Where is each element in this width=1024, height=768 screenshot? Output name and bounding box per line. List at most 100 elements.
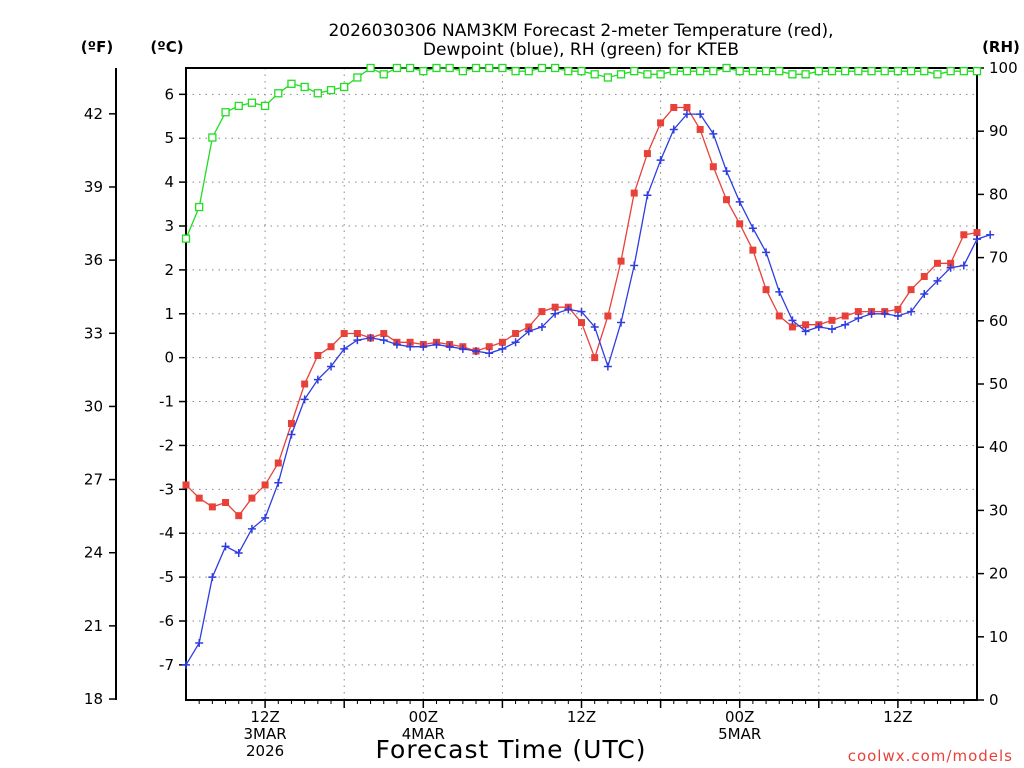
rh-point [920, 67, 929, 76]
gridlines [186, 68, 977, 700]
rh-point [550, 63, 560, 73]
temperature-point [235, 512, 243, 520]
dewpoint-point [537, 322, 546, 331]
temperature-point [802, 321, 810, 329]
rh-tick-label: 0 [989, 691, 999, 709]
temperature-point [709, 163, 717, 171]
dewpoint-point [893, 311, 902, 320]
dewpoint-point [801, 327, 810, 336]
dewpoint-point [182, 660, 190, 669]
rh-point [300, 82, 309, 92]
dewpoint-point [300, 395, 309, 404]
dewpoint-point [630, 261, 639, 270]
fahrenheit-tick-label: 39 [84, 178, 103, 196]
dewpoint-point [656, 156, 665, 165]
rh-tick-label: 80 [989, 185, 1008, 203]
unit-fahrenheit: (ºF) [81, 38, 113, 56]
dewpoint-point [696, 110, 705, 119]
dewpoint-point [643, 191, 652, 200]
dewpoint-point [485, 349, 494, 358]
rh-point [946, 67, 955, 76]
temperature-point [643, 150, 651, 158]
rh-tick-label: 20 [989, 565, 1008, 583]
temperature-point [907, 286, 915, 294]
dewpoint-point [221, 542, 230, 551]
rh-point [445, 63, 454, 73]
temperature-point [657, 119, 665, 127]
rh-point [313, 89, 322, 98]
rh-point [788, 70, 797, 79]
fahrenheit-tick-label: 30 [84, 397, 103, 415]
rh-point [801, 70, 810, 79]
x-tick-label: 12Z [883, 708, 912, 726]
dewpoint-line [185, 113, 991, 666]
temperature-point [327, 343, 335, 351]
rh-point [221, 108, 230, 117]
temperature-point [723, 196, 731, 204]
rh-point [696, 67, 705, 76]
rh-tick-label: 50 [989, 375, 1008, 393]
x-tick-label: 5MAR [718, 725, 761, 743]
dewpoint-point [327, 362, 336, 371]
celsius-tick-label: -5 [159, 568, 174, 586]
dewpoint-point [880, 309, 889, 318]
rh-point [577, 67, 586, 76]
rh-point [616, 70, 626, 79]
rh-point [643, 70, 652, 79]
rh-point [524, 67, 533, 76]
credit-text: coolwx.com/models [848, 747, 1013, 765]
rh-point [247, 98, 257, 107]
dewpoint-point [920, 290, 929, 299]
rh-point [814, 67, 823, 76]
fahrenheit-tick-label: 36 [84, 251, 103, 269]
fahrenheit-tick-label: 27 [84, 471, 103, 489]
fahrenheit-tick-label: 24 [84, 544, 103, 562]
temperature-point [498, 338, 506, 346]
temperature-point [287, 420, 295, 427]
rh-point [709, 67, 718, 76]
rh-point [867, 67, 876, 76]
dewpoint-point [590, 322, 599, 331]
rh-point [775, 67, 784, 76]
temperature-point [340, 330, 348, 338]
fahrenheit-tick-label: 21 [84, 617, 103, 635]
dewpoint-point [379, 336, 388, 345]
dewpoint-point [762, 248, 771, 257]
rh-point [432, 63, 441, 73]
dewpoint-point [353, 336, 362, 345]
temperature-point [762, 286, 770, 294]
rh-point [405, 63, 415, 73]
fahrenheit-tick-label: 18 [84, 690, 103, 708]
dewpoint-point [735, 197, 744, 206]
dewpoint-point [274, 478, 283, 487]
rh-point [392, 63, 402, 73]
dewpoint-point [498, 344, 507, 353]
dewpoint-point [959, 261, 968, 270]
dewpoint-point [524, 327, 533, 336]
temperature-point [854, 308, 862, 316]
temperature-point [485, 343, 493, 351]
rh-point [841, 67, 850, 76]
rh-point [906, 67, 916, 76]
rh-point [748, 67, 758, 76]
dewpoint-point [445, 342, 454, 351]
chart-title-line2: Dewpoint (blue), RH (green) for KTEB [423, 40, 739, 60]
rh-series [181, 63, 982, 243]
dewpoint-point [603, 362, 612, 371]
dewpoint-point [973, 235, 981, 244]
rh-point [669, 67, 678, 76]
series-group [181, 63, 995, 669]
x-tick-label: 12Z [250, 708, 279, 726]
rh-point [366, 63, 375, 73]
rh-point [761, 67, 771, 76]
dewpoint-point [208, 573, 217, 582]
rh-point [893, 67, 903, 76]
rh-point [353, 73, 362, 82]
temperature-point [736, 220, 744, 228]
temperature-point [947, 259, 955, 267]
rh-point [972, 67, 982, 76]
rh-tick-label: 90 [989, 122, 1008, 140]
x-tick-label: 00Z [409, 708, 438, 726]
